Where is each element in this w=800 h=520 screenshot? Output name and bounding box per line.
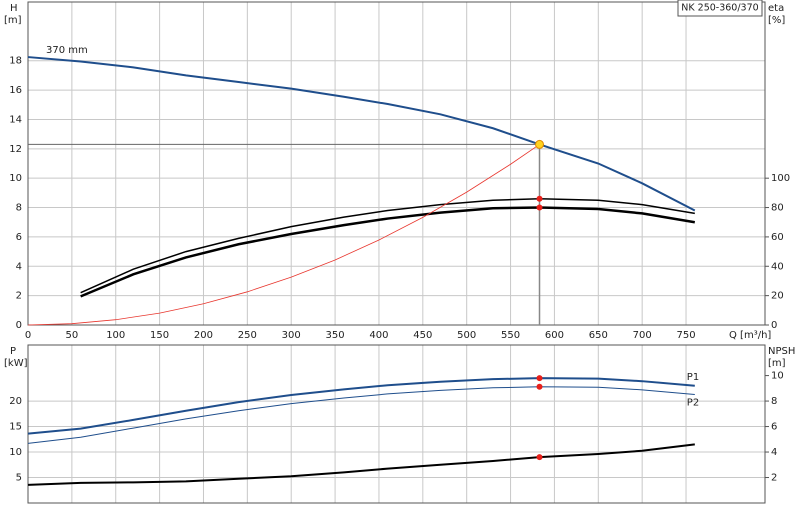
x-tick-label: 750: [676, 330, 695, 341]
plot-frame: [27, 1, 766, 326]
duty-point: [536, 195, 543, 202]
y2-tick-label: 6: [771, 422, 777, 433]
y2-tick-label: 80: [771, 203, 784, 214]
x-tick-label: 300: [282, 330, 301, 341]
x-axis-title: Q [m³/h]: [729, 330, 771, 341]
y2-tick-label: 0: [771, 320, 777, 331]
x-tick-label: 500: [457, 330, 476, 341]
y-tick-label: 12: [9, 144, 22, 155]
x-tick-label: 700: [633, 330, 652, 341]
y-tick-label: 20: [9, 396, 22, 407]
curve: [27, 377, 695, 435]
y2-tick-label: 60: [771, 232, 784, 243]
y2-axis-unit: [%]: [768, 15, 785, 26]
duty-point: [536, 383, 543, 390]
series-label: P1: [687, 372, 699, 383]
y2-axis-title: NPSH: [768, 346, 795, 357]
y-tick-label: 10: [9, 447, 22, 458]
y2-axis-unit: [m]: [768, 358, 786, 369]
title-box: [677, 0, 763, 17]
x-tick-label: 100: [106, 330, 125, 341]
chart-title: NK 250-360/370: [681, 3, 758, 14]
x-tick-label: 450: [413, 330, 432, 341]
curve: [80, 197, 695, 294]
y-tick-label: 2: [16, 291, 22, 302]
series-label: 370 mm: [46, 45, 88, 56]
y2-tick-label: 40: [771, 261, 784, 272]
x-tick-label: 650: [589, 330, 608, 341]
y-tick-label: 5: [16, 473, 22, 484]
y-axis-unit: [kW]: [4, 358, 28, 369]
y2-tick-label: 20: [771, 291, 784, 302]
y-tick-label: 8: [16, 203, 22, 214]
duty-point: [536, 204, 543, 211]
y2-tick-label: 8: [771, 396, 777, 407]
curve: [27, 443, 695, 486]
y2-tick-label: 2: [771, 473, 777, 484]
y2-axis-title: eta: [768, 3, 784, 14]
curve: [27, 386, 695, 444]
y-tick-label: 6: [16, 232, 22, 243]
curve: [80, 206, 696, 298]
y-axis-title: P: [10, 346, 16, 357]
plot-background: [28, 345, 765, 503]
curve: [27, 144, 540, 326]
operating-point: [535, 139, 545, 149]
duty-point: [536, 375, 543, 382]
y-axis-unit: [m]: [4, 15, 22, 26]
x-tick-label: 250: [238, 330, 257, 341]
x-tick-label: 550: [501, 330, 520, 341]
curve: [27, 56, 696, 212]
y-axis-title: H: [10, 3, 18, 14]
y-tick-label: 16: [9, 85, 22, 96]
x-tick-label: 400: [369, 330, 388, 341]
x-tick-label: 350: [326, 330, 345, 341]
x-tick-label: 50: [66, 330, 79, 341]
y-tick-label: 10: [9, 173, 22, 184]
series-label: P2: [687, 397, 699, 408]
y-tick-label: 4: [16, 261, 22, 272]
x-tick-label: 600: [545, 330, 564, 341]
plot-background: [28, 2, 765, 325]
y-tick-label: 14: [9, 114, 22, 125]
y-tick-label: 18: [9, 56, 22, 67]
y2-tick-label: 100: [771, 173, 790, 184]
y2-tick-label: 4: [771, 447, 777, 458]
y-tick-label: 0: [16, 320, 22, 331]
x-tick-label: 200: [194, 330, 213, 341]
plot-frame: [27, 344, 766, 504]
x-tick-label: 150: [150, 330, 169, 341]
y2-tick-label: 10: [771, 371, 784, 382]
duty-point: [536, 454, 543, 461]
x-tick-label: 0: [25, 330, 31, 341]
y-tick-label: 15: [9, 422, 22, 433]
